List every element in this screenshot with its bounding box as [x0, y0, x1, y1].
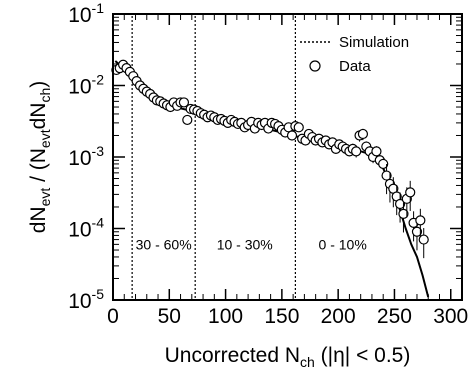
- data-point: [351, 146, 362, 157]
- data-point: [381, 170, 392, 181]
- centrality-label: 0 - 10%: [319, 236, 367, 252]
- y-tick-label: 10-5: [68, 286, 104, 313]
- y-tick-label: 10-4: [68, 215, 104, 242]
- centrality-label: 10 - 30%: [217, 236, 273, 252]
- data-point: [293, 122, 304, 133]
- simulation-line: [114, 60, 430, 298]
- data-point: [411, 226, 423, 237]
- x-tick-label: 100: [208, 305, 243, 328]
- x-tick-label: 300: [433, 305, 468, 328]
- data-point: [415, 215, 426, 226]
- data-series: [111, 59, 429, 259]
- centrality-boundaries: [131, 16, 296, 298]
- x-tick-label: 0: [107, 305, 119, 328]
- x-axis-title: Uncorrected Nch (|η| < 0.5): [165, 344, 411, 370]
- data-point: [357, 128, 369, 140]
- x-tick-label: 250: [377, 305, 412, 328]
- y-tick-label: 10-2: [68, 72, 104, 99]
- data-point: [394, 198, 406, 210]
- legend-swatch-data: [309, 60, 321, 72]
- axis-ticks: 0 50 100 150 200 250 300 10-5 10-4 10-3 10-2 10-1: [68, 0, 468, 328]
- centrality-label: 30 - 60%: [136, 236, 192, 252]
- data-point: [286, 130, 298, 141]
- x-tick-label: 150: [264, 305, 299, 328]
- legend-label: Data: [339, 58, 371, 75]
- y-tick-label: 10-1: [68, 0, 104, 27]
- legend: Simulation Data: [300, 34, 409, 75]
- y-tick-label: 10-3: [68, 143, 104, 170]
- plot-frame: [112, 13, 463, 301]
- x-tick-label: 200: [321, 305, 356, 328]
- legend-label: Simulation: [339, 34, 409, 51]
- simulation-series: [114, 60, 430, 298]
- centrality-annotations: 30 - 60% 10 - 30% 0 - 10%: [136, 236, 367, 252]
- data-point: [405, 187, 416, 198]
- data-point: [398, 208, 409, 220]
- data-point: [178, 97, 190, 108]
- data-point: [182, 114, 193, 126]
- data-point: [371, 146, 382, 157]
- data-point: [378, 158, 389, 170]
- data-point: [418, 234, 429, 245]
- y-axis-title: dNevt / (NevtdNch): [27, 81, 53, 234]
- x-tick-label: 50: [158, 305, 181, 328]
